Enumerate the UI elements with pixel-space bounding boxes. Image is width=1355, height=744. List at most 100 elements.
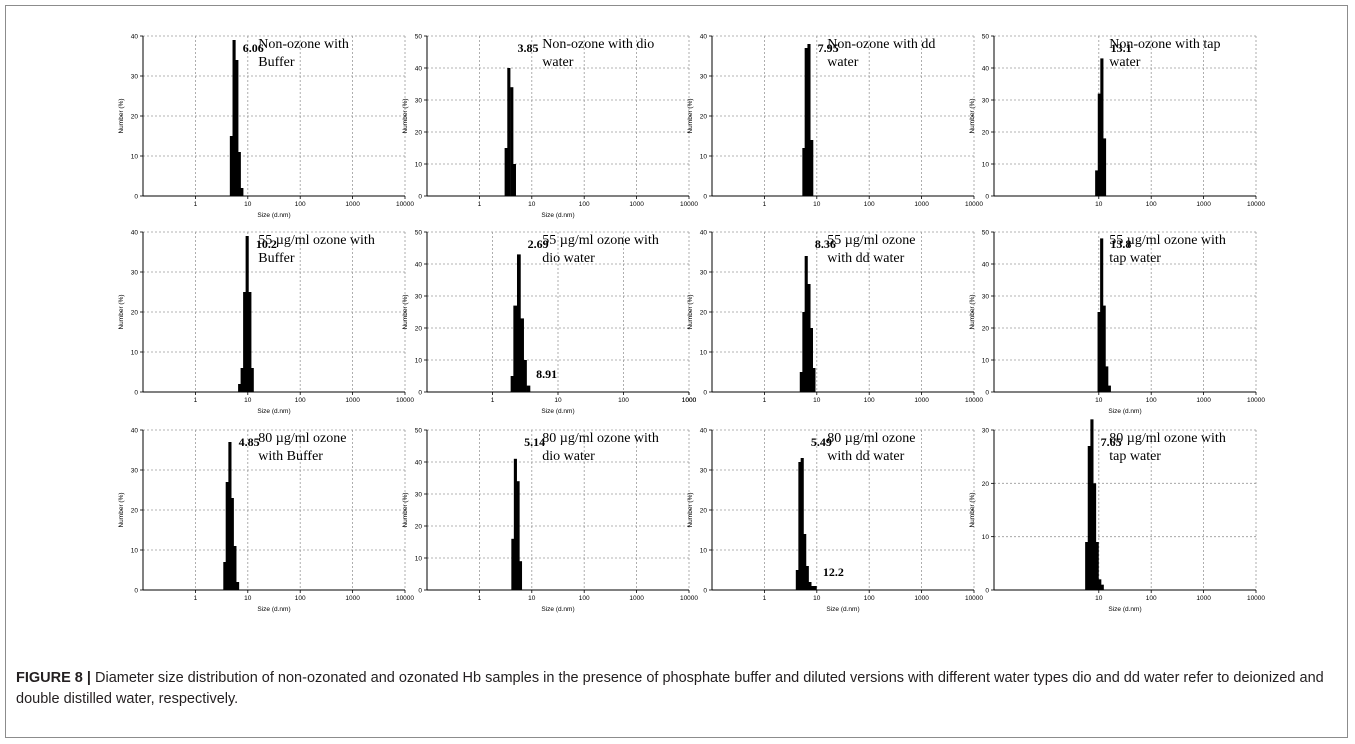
panel-title-line: dio water [542, 251, 595, 266]
y-tick-label: 20 [700, 114, 708, 121]
x-tick-label: 100 [864, 397, 875, 404]
x-tick-label: 10000 [680, 201, 698, 208]
histogram-bar [520, 318, 524, 392]
y-tick-label: 10 [700, 548, 708, 555]
histogram-bar [516, 481, 520, 590]
x-tick-label: 1 [194, 201, 198, 208]
y-tick-label: 50 [415, 34, 423, 41]
x-tick-label: 10000 [396, 201, 414, 208]
x-tick-label: 100 [295, 397, 306, 404]
histogram-bar [1087, 446, 1091, 590]
x-tick-label: 1000 [682, 397, 697, 404]
x-tick-label: 1 [763, 595, 767, 602]
x-axis-label: Size (d.nm) [257, 212, 290, 219]
x-tick-label: 10000 [396, 595, 414, 602]
histogram-bar [1100, 58, 1104, 197]
y-tick-label: 20 [131, 508, 139, 515]
x-tick-label: 10000 [965, 201, 983, 208]
histogram-bar [803, 534, 807, 590]
x-tick-label: 10 [554, 397, 562, 404]
panel-title-line: 80 µg/ml ozone [258, 431, 346, 446]
panel-title-line: 55 µg/ml ozone with [542, 233, 659, 248]
x-tick-label: 100 [295, 201, 306, 208]
chart-panel-3: 0 10 20 30 40 1 10 100 1000 10000 Number (%) 7.95No… [687, 34, 983, 209]
histogram-bar [1100, 238, 1104, 392]
histogram-bar [1093, 483, 1097, 590]
x-tick-label: 1000 [345, 595, 360, 602]
y-tick-label: 0 [703, 194, 707, 201]
y-axis-label: Number (%) [687, 98, 694, 133]
x-tick-label: 10 [528, 595, 536, 602]
y-tick-label: 10 [131, 548, 139, 555]
x-tick-label: 1 [763, 397, 767, 404]
histogram-bar [513, 458, 517, 590]
y-tick-label: 10 [415, 162, 423, 169]
y-tick-label: 20 [982, 130, 990, 137]
y-tick-label: 0 [703, 390, 707, 397]
y-tick-label: 10 [131, 154, 139, 161]
y-tick-label: 40 [415, 262, 423, 269]
x-tick-label: 100 [618, 397, 629, 404]
x-tick-label: 1 [763, 201, 767, 208]
histogram-bar [245, 236, 249, 392]
histogram-bar [807, 284, 811, 392]
histogram-bar [1097, 93, 1101, 196]
x-tick-label: 1000 [345, 201, 360, 208]
y-tick-label: 0 [418, 390, 422, 397]
peak-label: 4.85 [239, 435, 260, 449]
x-tick-label: 1000 [629, 201, 644, 208]
histogram-bar [798, 462, 802, 590]
x-tick-label: 10000 [1247, 595, 1265, 602]
x-tick-label: 10 [244, 397, 252, 404]
panel-title-line: with dd water [827, 251, 904, 266]
x-tick-label: 100 [1146, 201, 1157, 208]
histogram-bar [810, 140, 814, 196]
y-tick-label: 40 [700, 230, 708, 237]
panel-title-line: 80 µg/ml ozone with [1109, 431, 1226, 446]
peak-label: 5.49 [811, 435, 832, 449]
peak-label: 7.95 [818, 41, 839, 55]
x-tick-label: 1000 [629, 595, 644, 602]
y-tick-label: 50 [982, 230, 990, 237]
y-tick-label: 40 [131, 230, 139, 237]
x-tick-label: 10000 [396, 397, 414, 404]
y-tick-label: 10 [700, 350, 708, 357]
y-tick-label: 30 [131, 468, 139, 475]
histogram-bar [795, 570, 799, 590]
x-tick-label: 10 [244, 595, 252, 602]
y-tick-label: 10 [982, 534, 990, 541]
y-tick-label: 10 [700, 154, 708, 161]
x-tick-label: 1000 [1196, 397, 1211, 404]
x-axis-label: Size (d.nm) [257, 408, 290, 415]
x-tick-label: 10 [1095, 595, 1103, 602]
histogram-bar [802, 312, 806, 392]
x-tick-label: 1 [478, 595, 482, 602]
y-tick-label: 30 [415, 98, 423, 105]
y-tick-label: 30 [131, 270, 139, 277]
y-tick-label: 50 [415, 428, 423, 435]
x-tick-label: 10 [813, 595, 821, 602]
histogram-bar [812, 368, 816, 392]
caption-text: Diameter size distribution of non-ozonat… [16, 670, 1324, 707]
y-tick-label: 40 [700, 34, 708, 41]
panel-title-line: water [827, 55, 858, 70]
x-tick-label: 10000 [1247, 397, 1265, 404]
y-tick-label: 30 [982, 294, 990, 301]
histogram-bar [230, 498, 234, 590]
y-tick-label: 30 [700, 74, 708, 81]
y-tick-label: 30 [131, 74, 139, 81]
y-tick-label: 40 [415, 460, 423, 467]
y-tick-label: 30 [415, 294, 423, 301]
panel-title-line: Buffer [258, 251, 295, 266]
histogram-bar [1095, 170, 1099, 196]
y-tick-label: 30 [700, 468, 708, 475]
y-tick-label: 40 [131, 34, 139, 41]
histogram-bar [1102, 305, 1106, 392]
histogram-bar [225, 482, 229, 590]
histogram-bar [1090, 419, 1094, 590]
x-tick-label: 100 [864, 201, 875, 208]
histogram-bar [513, 305, 518, 392]
y-tick-label: 0 [985, 194, 989, 201]
peak-label: 7.65 [1101, 435, 1122, 449]
